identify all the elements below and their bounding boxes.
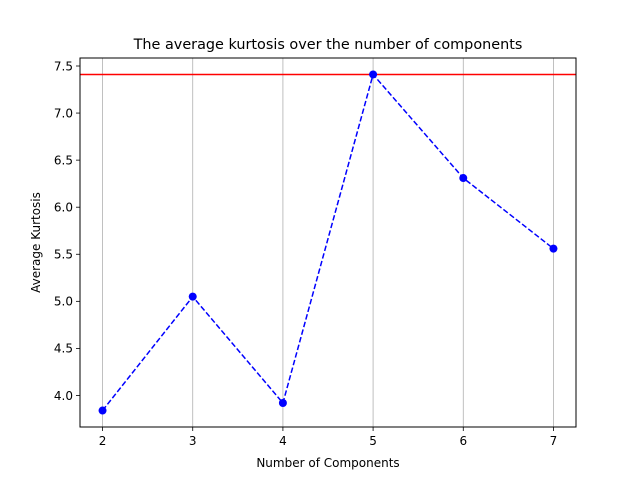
y-axis-ticks: 4.0 4.5 5.0 5.5 6.0 6.5 7.0 7.5 (54, 59, 80, 403)
x-tick-label: 7 (550, 434, 558, 448)
series-layer (98, 70, 558, 415)
data-point (98, 406, 107, 415)
x-tick-label: 4 (279, 434, 287, 448)
y-axis-label: Average Kurtosis (29, 192, 43, 293)
data-point (369, 70, 378, 79)
data-point (278, 398, 287, 407)
y-tick-label: 4.5 (54, 342, 73, 356)
plot-frame (79, 57, 577, 428)
x-tick-label: 6 (459, 434, 467, 448)
x-tick-label: 2 (99, 434, 107, 448)
x-tick-label: 5 (369, 434, 377, 448)
data-point (549, 244, 558, 253)
series-line (101, 72, 554, 411)
y-tick-label: 6.0 (54, 201, 73, 215)
y-tick-label: 4.0 (54, 389, 73, 403)
y-tick-label: 5.5 (54, 248, 73, 262)
data-point (459, 174, 468, 183)
x-tick-label: 3 (189, 434, 197, 448)
y-tick-label: 5.0 (54, 295, 73, 309)
grid-lines (102, 58, 554, 427)
x-axis-ticks: 2 3 4 5 6 7 (99, 427, 558, 448)
chart-title: The average kurtosis over the number of … (133, 37, 523, 53)
data-point (188, 292, 197, 301)
y-tick-label: 6.5 (54, 153, 73, 167)
y-tick-label: 7.5 (54, 59, 73, 73)
y-tick-label: 7.0 (54, 106, 73, 120)
x-axis-label: Number of Components (256, 456, 399, 470)
